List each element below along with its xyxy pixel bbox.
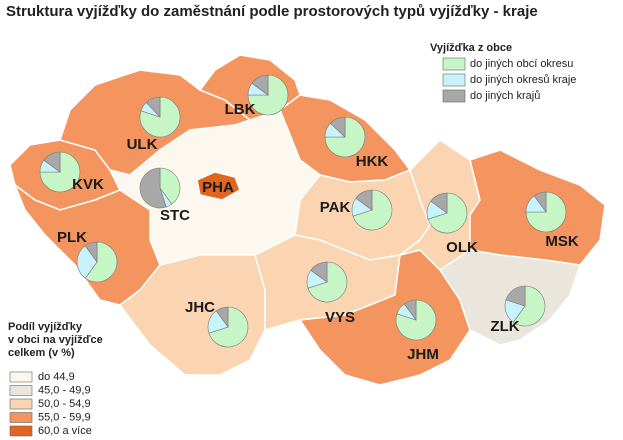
pie-slice	[76, 245, 98, 279]
region-label: ZLK	[490, 318, 519, 335]
region	[196, 171, 241, 201]
class-legend-title: v obci na vyjížďce	[8, 334, 103, 346]
pie-legend-title: Vyjížďka z obce	[430, 42, 512, 54]
legend-label: 50,0 - 54,9	[38, 398, 91, 410]
region-label: PLK	[57, 229, 87, 246]
legend: Vyjížďka z obce do jiných obcí okresu do j…	[8, 42, 576, 437]
region-label: VYS	[325, 309, 355, 326]
pie-slice	[505, 285, 526, 307]
legend-swatch	[9, 412, 33, 423]
region-label: PHA	[202, 179, 234, 196]
pie-slice	[355, 189, 373, 211]
legend-swatch	[9, 425, 33, 437]
pie-slice	[43, 151, 61, 173]
pies	[39, 74, 567, 348]
legend-label: do 44,9	[38, 371, 75, 383]
pie-slice	[159, 167, 181, 205]
region-label: OLK	[446, 239, 478, 256]
pie-slice	[145, 96, 161, 118]
pie-slice	[84, 241, 118, 283]
legend-label: do jiných krajů	[470, 90, 540, 102]
legend-swatch	[9, 398, 33, 410]
region-label: JHC	[185, 299, 215, 316]
region-label: MSK	[545, 233, 579, 250]
legend-label: 60,0 a více	[38, 425, 92, 437]
region-label: LBK	[225, 101, 256, 118]
region-label: PAK	[320, 199, 351, 216]
pie-slice	[247, 74, 289, 116]
labels: KVK ULK LBK HKK STC PHA PLK JHC VYS PAK JHM OLK MSK Z…	[57, 101, 579, 363]
legend-swatch	[442, 73, 466, 87]
legend-label: 45,0 - 49,9	[38, 384, 91, 396]
region-label: KVK	[72, 176, 104, 193]
pie-slice	[251, 74, 269, 96]
legend-swatch	[9, 385, 33, 396]
pie-slice	[533, 191, 547, 213]
pie-slice	[329, 116, 346, 138]
pie-slice	[512, 285, 546, 327]
pie-slice	[403, 299, 417, 321]
legend-swatch	[442, 89, 466, 103]
pie-slice	[525, 191, 567, 233]
region-label: JHM	[407, 346, 439, 363]
pie-slice	[208, 306, 249, 348]
title: Struktura vyjížďky do zaměstnání podle p…	[6, 3, 538, 20]
pie-slice	[84, 241, 98, 263]
pie-slice	[215, 306, 229, 328]
pie-slice	[310, 261, 328, 283]
class-legend-title: Podíl vyjížďky	[8, 321, 83, 333]
legend-label: do jiných obcí okresu	[470, 58, 573, 70]
region-label: ULK	[127, 136, 158, 153]
legend-swatch	[9, 371, 33, 383]
region-label: HKK	[356, 153, 389, 170]
pie-slice	[430, 192, 448, 214]
pie-slice	[324, 116, 366, 158]
pie-slice	[139, 167, 167, 209]
legend-label: 55,0 - 59,9	[38, 411, 91, 423]
legend-swatch	[442, 57, 466, 71]
region-label: STC	[160, 207, 190, 224]
legend-label: do jiných okresů kraje	[470, 74, 576, 86]
class-legend-title: celkem (v %)	[8, 347, 75, 359]
pie-slice	[39, 151, 81, 193]
